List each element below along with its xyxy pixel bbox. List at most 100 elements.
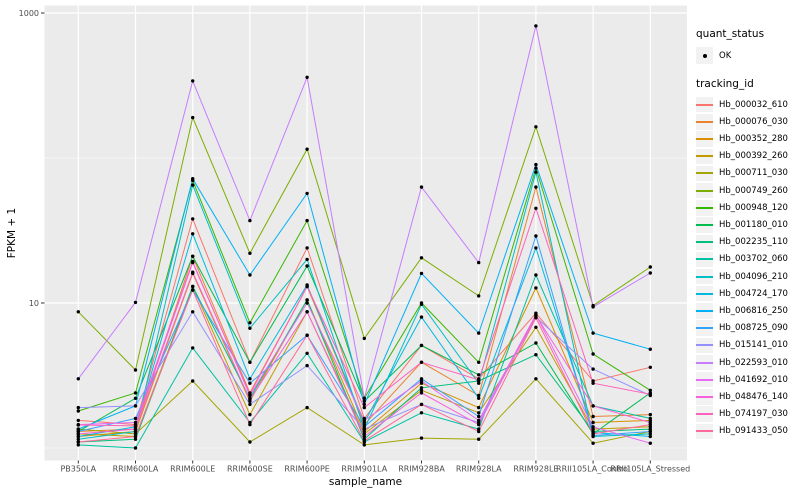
data-point (76, 377, 81, 381)
legend-item-label: Hb_008725_090 (719, 323, 788, 334)
data-point (419, 315, 424, 319)
legend-item-label: Hb_000711_030 (719, 168, 788, 179)
data-point (362, 405, 366, 410)
legend-item-label: OK (719, 50, 732, 61)
legend-item-Hb_000749_260: Hb_000749_260 (696, 182, 798, 199)
data-point (477, 331, 481, 335)
data-point (191, 177, 195, 181)
data-point (648, 347, 652, 351)
data-point (477, 437, 481, 441)
data-point (534, 24, 538, 28)
data-point (248, 381, 252, 385)
data-point (534, 206, 538, 210)
data-point (534, 325, 538, 329)
data-point (248, 360, 252, 364)
legend-quant-status: quant_status OK (696, 28, 798, 64)
data-point (191, 288, 195, 292)
data-point (419, 436, 424, 440)
data-point (305, 298, 309, 302)
data-point (76, 310, 81, 314)
data-point (591, 352, 595, 356)
legend-item-Hb_000711_030: Hb_000711_030 (696, 165, 798, 182)
data-point (534, 316, 538, 320)
data-point (191, 379, 195, 383)
data-point (419, 343, 424, 348)
data-point (248, 273, 252, 277)
data-point (477, 373, 481, 377)
data-point (305, 351, 309, 355)
data-point (591, 414, 595, 419)
data-point (191, 254, 195, 258)
data-point (362, 427, 366, 431)
data-point (362, 399, 366, 403)
data-point (76, 434, 81, 439)
point-key-icon (696, 47, 713, 64)
legend-item-Hb_004724_170: Hb_004724_170 (696, 286, 798, 302)
x-tick-label: RRIM600LA (113, 465, 159, 474)
legend-item-label: Hb_041692_010 (719, 374, 788, 385)
data-point (305, 405, 309, 410)
data-point (648, 271, 652, 275)
data-point (76, 423, 81, 427)
data-point (362, 418, 366, 423)
data-point (534, 377, 538, 381)
legend-item-label: Hb_000076_030 (719, 116, 788, 127)
legend-quant-status-title: quant_status (696, 28, 765, 40)
data-point (133, 396, 138, 400)
data-point (305, 310, 309, 314)
legend-item-label: Hb_004724_170 (719, 288, 788, 299)
data-point (76, 405, 81, 410)
data-point (591, 404, 595, 408)
data-point (76, 437, 81, 441)
legend-item-label: Hb_001180_010 (719, 220, 788, 230)
legend-item-label: Hb_000032_610 (719, 99, 788, 110)
data-point (133, 368, 138, 372)
line-key-icon (696, 200, 713, 216)
data-point (477, 294, 481, 298)
data-point (133, 424, 138, 428)
data-point (191, 183, 195, 187)
legend-item-label: Hb_000749_260 (719, 185, 788, 196)
y-axis-title: FPKM + 1 (6, 207, 18, 259)
data-point (648, 432, 652, 436)
data-point (419, 360, 424, 364)
data-point (419, 391, 424, 395)
data-point (248, 326, 252, 330)
data-point (305, 75, 309, 80)
data-point (362, 439, 366, 443)
data-point (305, 147, 309, 151)
data-point (477, 414, 481, 419)
data-point (191, 79, 195, 83)
data-point (191, 346, 195, 350)
data-point (648, 434, 652, 439)
x-tick-label: PB350LA (60, 465, 96, 474)
data-point (477, 378, 481, 382)
legend-item-label: Hb_000948_120 (719, 202, 788, 213)
data-point (534, 353, 538, 357)
data-point (648, 441, 652, 445)
data-point (305, 264, 309, 268)
data-point (362, 402, 366, 407)
data-point (534, 246, 538, 250)
data-point (76, 440, 81, 444)
data-point (534, 286, 538, 290)
data-point (133, 391, 138, 395)
data-point (305, 218, 309, 223)
data-point (534, 170, 538, 174)
data-point (591, 420, 595, 425)
data-point (133, 404, 138, 408)
data-point (76, 432, 81, 436)
data-point (534, 185, 538, 189)
legend-item-Hb_000032_610: Hb_000032_610 (696, 97, 798, 113)
data-point (534, 234, 538, 238)
data-point (648, 388, 652, 392)
data-point (305, 363, 309, 368)
line-key-icon (696, 234, 713, 250)
line-key-icon (696, 423, 713, 439)
data-point (133, 434, 138, 439)
data-point (305, 246, 309, 250)
line-key-icon (696, 182, 713, 199)
data-point (419, 411, 424, 415)
legend-item-Hb_002235_110: Hb_002235_110 (696, 234, 798, 250)
data-point (534, 273, 538, 277)
